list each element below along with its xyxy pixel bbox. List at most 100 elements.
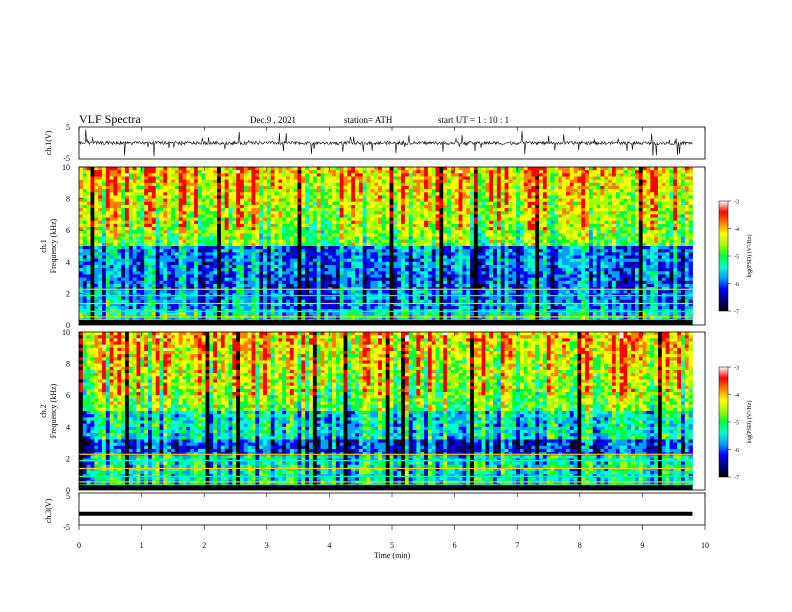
spectrogram-cell	[209, 252, 214, 256]
spectrogram-cell	[117, 233, 122, 237]
spectrogram-cell	[163, 277, 168, 282]
spectrogram-cell	[82, 220, 88, 225]
spectrogram-cell	[125, 192, 130, 196]
spectrogram-cell	[240, 283, 245, 288]
spectrogram-cell	[163, 290, 168, 294]
spectrogram-cell	[105, 290, 111, 294]
spectrogram-cell	[458, 280, 463, 285]
spectrogram-cell	[381, 252, 387, 256]
spectrogram-cell	[370, 277, 375, 282]
spectrogram-cell	[420, 176, 425, 181]
spectrogram-cell	[151, 242, 157, 247]
spectrogram-cell	[259, 252, 264, 256]
spectrogram-cell	[201, 264, 206, 269]
spectrogram-cell	[282, 261, 287, 266]
spectrogram-cell	[378, 204, 383, 209]
spectrogram-cell	[328, 182, 333, 187]
spectrogram-cell	[98, 242, 103, 247]
spectrogram-cell	[282, 271, 287, 275]
spectrogram-cell	[125, 290, 130, 294]
spectrogram-cell	[309, 173, 314, 177]
spectrogram-cell	[243, 208, 249, 212]
spectrogram-cell	[159, 236, 164, 241]
spectrogram-cell	[282, 255, 287, 260]
spectrogram-cell	[263, 290, 268, 294]
spectrogram-cell	[381, 306, 387, 310]
spectrogram-cell	[358, 242, 364, 247]
spectrogram-cell	[224, 204, 229, 209]
spectrogram-cell	[393, 299, 398, 304]
spectrogram-cell	[266, 249, 272, 253]
spectrogram-cell	[194, 211, 199, 215]
spectrogram-cell	[274, 299, 279, 304]
spectrogram-cell	[358, 236, 364, 241]
spectrogram-cell	[343, 312, 348, 316]
spectrogram-cell	[454, 280, 459, 285]
spectrogram-cell	[412, 214, 417, 218]
spectrogram-cell	[128, 233, 134, 237]
spectrogram-cell	[339, 179, 344, 184]
spectrogram-cell	[224, 176, 229, 181]
spectrogram-cell	[366, 182, 371, 187]
spectrogram-cell	[374, 201, 379, 206]
spectrogram-cell	[251, 249, 256, 253]
spectrogram-cell	[393, 170, 398, 174]
spectrogram-cell	[220, 204, 226, 209]
spectrogram-cell	[393, 182, 398, 187]
spectrogram-cell	[201, 268, 206, 272]
spectrogram-cell	[332, 230, 337, 234]
spectrogram-cell	[155, 299, 160, 304]
spectrogram-cell	[385, 268, 390, 272]
spectrogram-cell	[98, 223, 103, 228]
spectrogram-cell	[182, 230, 187, 234]
spectrogram-cell	[117, 227, 122, 231]
spectrogram-cell	[136, 312, 141, 316]
spectrogram-cell	[278, 290, 283, 294]
spectrogram-cell	[213, 230, 218, 234]
spectrogram-cell	[102, 223, 107, 228]
spectrogram-cell	[278, 230, 283, 234]
spectrogram-cell	[90, 252, 95, 256]
spectrogram-cell	[155, 249, 160, 253]
spectrogram-cell	[389, 227, 394, 231]
spectrogram-cell	[251, 268, 256, 272]
spectrogram-cell	[397, 246, 402, 250]
spectrogram-cell	[79, 242, 84, 247]
spectrogram-cell	[178, 214, 183, 218]
spectrogram-cell	[270, 290, 275, 294]
spectrogram-cell	[393, 176, 398, 181]
spectrogram-cell	[312, 176, 318, 181]
spectrogram-cell	[370, 268, 375, 272]
spectrogram-cell	[332, 185, 337, 190]
spectrogram-cell	[251, 274, 256, 278]
spectrogram-cell	[378, 302, 383, 307]
spectrogram-cell	[148, 299, 153, 304]
spectrogram-cell	[412, 252, 417, 256]
spectrogram-cell	[447, 280, 452, 285]
spectrogram-cell	[381, 223, 387, 228]
spectrogram-cell	[355, 249, 360, 253]
spectrogram-cell	[366, 211, 371, 215]
spectrogram-cell	[140, 201, 145, 206]
spectrogram-cell	[427, 198, 433, 203]
spectrogram-cell	[339, 261, 344, 266]
spectrogram-cell	[427, 252, 433, 256]
spectrogram-cell	[266, 246, 272, 250]
spectrogram-cell	[301, 198, 306, 203]
spectrogram-cell	[190, 204, 195, 209]
spectrogram-cell	[335, 195, 341, 199]
spectrogram-cell	[278, 306, 283, 310]
spectrogram-cell	[309, 170, 314, 174]
spectrogram-cell	[435, 204, 440, 209]
spectrogram-cell	[194, 170, 199, 174]
spectrogram-cell	[148, 179, 153, 184]
spectrogram-cell	[178, 208, 183, 212]
spectrogram-cell	[270, 236, 275, 241]
spectrogram-cell	[79, 261, 84, 266]
spectrogram-cell	[174, 233, 180, 237]
spectrogram-cell	[404, 258, 410, 263]
spectrogram-cell	[362, 214, 367, 218]
spectrogram-cell	[105, 236, 111, 241]
spectrogram-cell	[232, 230, 237, 234]
spectrogram-cell	[381, 255, 387, 260]
